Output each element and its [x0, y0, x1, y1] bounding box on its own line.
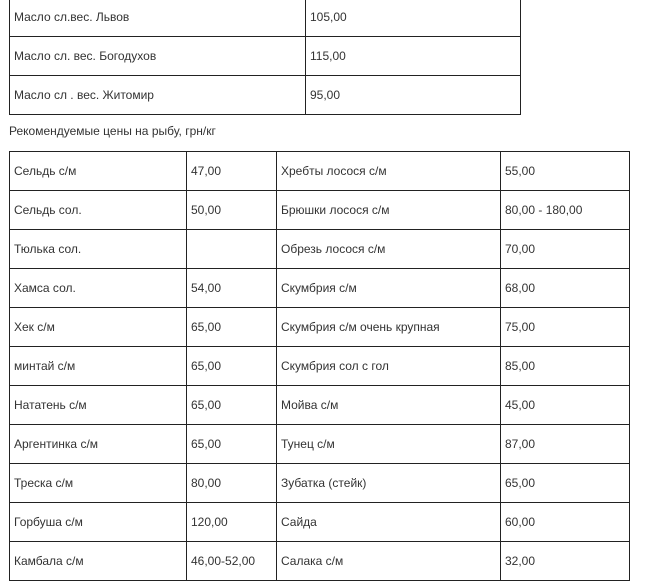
price-cell: 120,00	[186, 502, 277, 542]
fish-name-cell: Треска с/м	[9, 463, 187, 503]
price-cell: 65,00	[186, 307, 277, 347]
table-row: Сельдь сол. 50,00 Брюшки лосося с/м 80,00 -…	[9, 190, 630, 230]
table-row: Горбуша с/м 120,00 Сайда 60,00	[9, 502, 630, 542]
price-cell: 80,00 - 180,00	[500, 190, 630, 230]
price-cell: 75,00	[500, 307, 630, 347]
fish-price-table: Сельдь с/м 47,00 Хребты лосося с/м 55,00 Сел…	[9, 151, 630, 581]
price-cell: 105,00	[305, 0, 521, 37]
price-cell: 65,00	[186, 385, 277, 425]
price-cell: 65,00	[186, 424, 277, 464]
fish-name-cell: Обрезь лосося с/м	[276, 229, 501, 269]
price-cell: 50,00	[186, 190, 277, 230]
product-name-cell: Масло сл . вес. Житомир	[9, 75, 306, 115]
fish-name-cell: Сельдь сол.	[9, 190, 187, 230]
fish-name-cell: Хребты лосося с/м	[276, 151, 501, 191]
fish-name-cell: Тюлька сол.	[9, 229, 187, 269]
price-cell	[186, 229, 277, 269]
fish-name-cell: Тунец с/м	[276, 424, 501, 464]
table-row: Сельдь с/м 47,00 Хребты лосося с/м 55,00	[9, 151, 630, 191]
fish-name-cell: Аргентинка с/м	[9, 424, 187, 464]
price-cell: 55,00	[500, 151, 630, 191]
price-cell: 115,00	[305, 36, 521, 76]
fish-name-cell: Хамса сол.	[9, 268, 187, 308]
oil-price-table: Масло сл.вес. Львов 105,00 Масло сл. вес. …	[9, 0, 521, 115]
fish-name-cell: Брюшки лосося с/м	[276, 190, 501, 230]
price-cell: 80,00	[186, 463, 277, 503]
table-row: Аргентинка с/м 65,00 Тунец с/м 87,00	[9, 424, 630, 464]
table-row: Треска с/м 80,00 Зубатка (стейк) 65,00	[9, 463, 630, 503]
price-cell: 65,00	[500, 463, 630, 503]
fish-name-cell: Скумбрия с/м очень крупная	[276, 307, 501, 347]
fish-name-cell: Зубатка (стейк)	[276, 463, 501, 503]
price-cell: 47,00	[186, 151, 277, 191]
table-row: Масло сл . вес. Житомир 95,00	[9, 75, 521, 115]
price-cell: 68,00	[500, 268, 630, 308]
price-cell: 32,00	[500, 541, 630, 581]
fish-name-cell: Камбала с/м	[9, 541, 187, 581]
price-cell: 60,00	[500, 502, 630, 542]
price-cell: 65,00	[186, 346, 277, 386]
product-name-cell: Масло сл. вес. Богодухов	[9, 36, 306, 76]
price-cell: 54,00	[186, 268, 277, 308]
fish-name-cell: минтай с/м	[9, 346, 187, 386]
table-row: Масло сл.вес. Львов 105,00	[9, 0, 521, 37]
fish-name-cell: Мойва с/м	[276, 385, 501, 425]
price-cell: 85,00	[500, 346, 630, 386]
price-cell: 46,00-52,00	[186, 541, 277, 581]
product-name-cell: Масло сл.вес. Львов	[9, 0, 306, 37]
table-row: Камбала с/м 46,00-52,00 Салака с/м 32,00	[9, 541, 630, 581]
table-row: минтай с/м 65,00 Скумбрия сол с гол 85,00	[9, 346, 630, 386]
table-row: Масло сл. вес. Богодухов 115,00	[9, 36, 521, 76]
price-cell: 87,00	[500, 424, 630, 464]
table-row: Хек с/м 65,00 Скумбрия с/м очень крупная 75…	[9, 307, 630, 347]
fish-name-cell: Нататень с/м	[9, 385, 187, 425]
fish-name-cell: Салака с/м	[276, 541, 501, 581]
table-row: Нататень с/м 65,00 Мойва с/м 45,00	[9, 385, 630, 425]
price-cell: 70,00	[500, 229, 630, 269]
fish-name-cell: Скумбрия сол с гол	[276, 346, 501, 386]
table-row: Хамса сол. 54,00 Скумбрия с/м 68,00	[9, 268, 630, 308]
fish-name-cell: Горбуша с/м	[9, 502, 187, 542]
price-cell: 45,00	[500, 385, 630, 425]
fish-prices-caption: Рекомендуемые цены на рыбу, грн/кг	[9, 124, 216, 138]
fish-name-cell: Скумбрия с/м	[276, 268, 501, 308]
price-cell: 95,00	[305, 75, 521, 115]
fish-name-cell: Сайда	[276, 502, 501, 542]
fish-name-cell: Хек с/м	[9, 307, 187, 347]
table-row: Тюлька сол. Обрезь лосося с/м 70,00	[9, 229, 630, 269]
fish-name-cell: Сельдь с/м	[9, 151, 187, 191]
